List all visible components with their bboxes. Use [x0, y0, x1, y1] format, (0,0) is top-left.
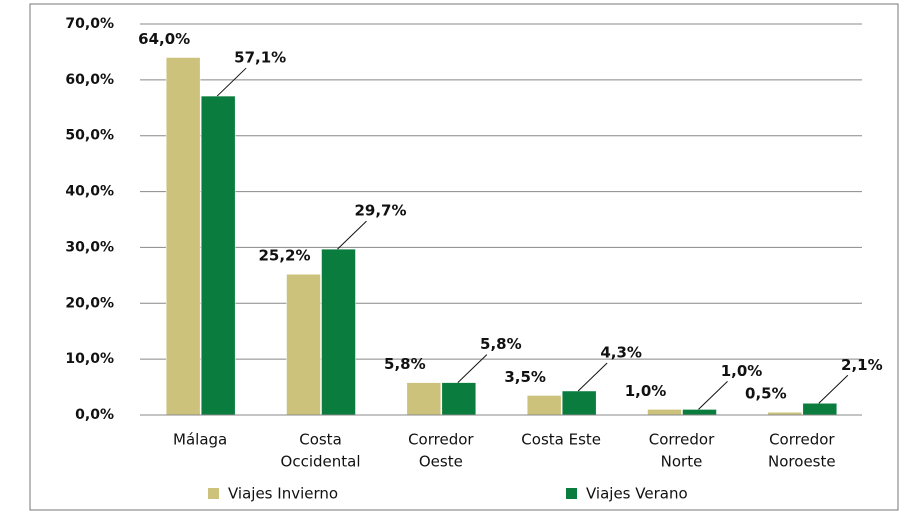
- chart-frame: [29, 3, 899, 511]
- y-tick-label: 10,0%: [65, 351, 114, 367]
- leader-line: [457, 354, 488, 383]
- legend-swatch: [208, 488, 219, 499]
- bar: [647, 409, 682, 416]
- bar: [561, 390, 597, 416]
- bar: [526, 395, 562, 416]
- leader-line: [698, 381, 728, 410]
- x-tick-label: Costa Este: [521, 431, 601, 449]
- y-tick-label: 70,0%: [65, 16, 114, 32]
- value-label: 64,0%: [138, 30, 190, 48]
- leader-line: [337, 220, 367, 250]
- bar: [802, 403, 838, 416]
- value-label: 2,1%: [841, 356, 883, 374]
- value-label: 29,7%: [354, 202, 406, 220]
- bar: [286, 273, 321, 416]
- x-tick-label: Costa: [299, 431, 342, 449]
- value-label: 57,1%: [234, 49, 286, 67]
- x-tick-label: Noroeste: [768, 453, 836, 471]
- leader-line: [577, 362, 608, 392]
- value-label: 0,5%: [745, 385, 787, 403]
- value-label: 1,0%: [625, 382, 667, 400]
- leader-line: [818, 374, 849, 404]
- leader-line: [216, 67, 247, 97]
- legend-label: Viajes Verano: [586, 485, 688, 503]
- y-tick-label: 60,0%: [65, 72, 114, 88]
- x-tick-label: Corredor: [769, 431, 835, 449]
- x-tick-label: Corredor: [649, 431, 715, 449]
- value-label: 5,8%: [384, 355, 426, 373]
- bar: [406, 382, 442, 416]
- value-label: 1,0%: [721, 362, 763, 380]
- x-tick-label: Occidental: [281, 453, 361, 471]
- bar: [682, 409, 717, 416]
- bar: [441, 382, 477, 416]
- legend-swatch: [566, 488, 577, 499]
- bar: [200, 95, 236, 416]
- value-label: 5,8%: [480, 335, 522, 353]
- y-tick-label: 30,0%: [65, 239, 114, 255]
- value-label: 4,3%: [600, 343, 642, 361]
- x-tick-label: Norte: [661, 453, 703, 471]
- value-label: 3,5%: [504, 368, 546, 386]
- y-tick-label: 20,0%: [65, 295, 114, 311]
- y-tick-label: 50,0%: [65, 128, 114, 144]
- y-tick-label: 0,0%: [75, 407, 114, 423]
- bar: [321, 248, 356, 416]
- x-tick-label: Málaga: [173, 431, 227, 449]
- legend-label: Viajes Invierno: [228, 485, 338, 503]
- value-label: 25,2%: [258, 247, 310, 265]
- x-tick-label: Oeste: [419, 453, 463, 471]
- bar: [165, 57, 201, 416]
- y-tick-label: 40,0%: [65, 184, 114, 200]
- x-tick-label: Corredor: [408, 431, 474, 449]
